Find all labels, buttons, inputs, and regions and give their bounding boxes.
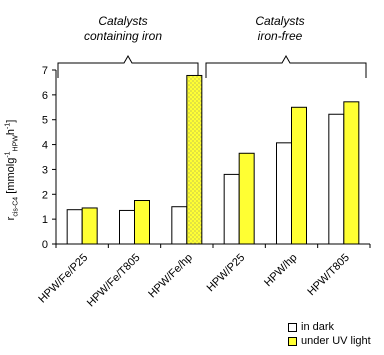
- bar-dark: [328, 113, 345, 245]
- legend-label-dark: in dark: [301, 321, 335, 333]
- bars: [66, 74, 360, 245]
- y-tick-label: 5: [42, 115, 48, 127]
- group-label-iron-free: Catalysts iron-free: [255, 14, 305, 43]
- bar-dark: [171, 206, 188, 245]
- y-tick-label: 0: [42, 239, 48, 251]
- bar-dark: [223, 173, 240, 245]
- y-tick-labels: 0 1 2 3 4 5 6 7: [42, 65, 48, 251]
- legend-swatch-dark: [288, 322, 297, 332]
- y-tick-label: 7: [42, 65, 48, 77]
- x-tick-label: HPW/P25: [205, 252, 248, 295]
- bar-uv: [134, 200, 150, 245]
- bar-uv: [81, 207, 98, 245]
- x-tick-label: HPW/Fe/P25: [36, 252, 90, 306]
- y-tick-label: 3: [42, 164, 48, 176]
- group-label-iron: Catalysts containing iron: [83, 14, 163, 43]
- legend-swatch-uv: [288, 336, 297, 346]
- y-tick-label: 2: [42, 189, 48, 201]
- legend: in dark under UV light: [288, 320, 371, 348]
- legend-item-dark: in dark: [288, 320, 371, 334]
- y-tick-label: 4: [42, 140, 48, 152]
- x-tick-label: HPW/Fe/hp: [146, 252, 195, 301]
- x-tick-label: HPW/Fe/T805: [85, 252, 143, 310]
- y-tick-label: 1: [42, 214, 48, 226]
- x-tick-label: HPW/T805: [305, 252, 352, 299]
- legend-label-uv: under UV light: [301, 335, 371, 347]
- x-tick-label: HPW/hp: [262, 252, 299, 289]
- bracket-iron-free: [205, 54, 367, 78]
- y-axis-label: rcis-C4 [mmolg-1HPWh-1]: [4, 119, 20, 221]
- bar-uv: [186, 74, 203, 245]
- group-brackets: [57, 54, 367, 78]
- y-axis-label-wrap: rcis-C4 [mmolg-1HPWh-1]: [3, 95, 21, 245]
- bar-dark: [276, 142, 292, 245]
- bracket-iron: [57, 54, 199, 78]
- bar-uv: [343, 101, 360, 245]
- axes: [52, 69, 371, 248]
- bar-dark: [66, 209, 83, 245]
- bar-uv: [238, 152, 255, 245]
- legend-item-uv: under UV light: [288, 334, 371, 348]
- bar-dark: [119, 209, 135, 245]
- bar-uv: [291, 106, 307, 245]
- y-tick-label: 6: [42, 90, 48, 102]
